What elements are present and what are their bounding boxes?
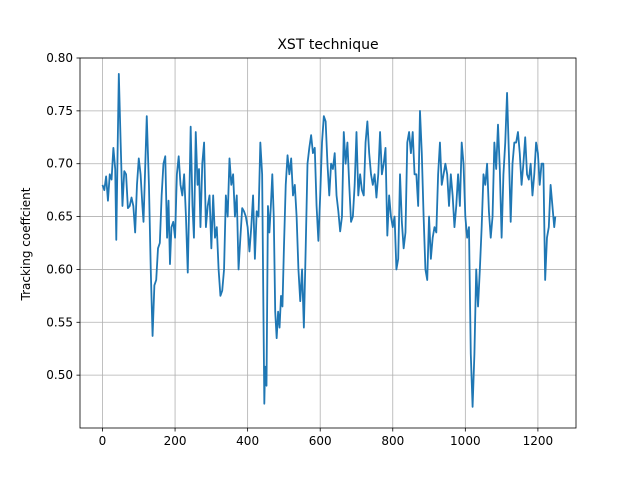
plot-frame	[79, 57, 577, 429]
y-tick-label: 0.75	[46, 104, 73, 118]
y-tick-label: 0.55	[46, 315, 73, 329]
x-tick-label: 200	[164, 434, 187, 448]
y-tick-label: 0.50	[46, 368, 73, 382]
y-tick-label: 0.70	[46, 157, 73, 171]
x-tick-label: 1200	[523, 434, 554, 448]
x-tick-label: 0	[99, 434, 107, 448]
x-tick-label: 400	[236, 434, 259, 448]
y-tick-label: 0.65	[46, 210, 73, 224]
data-line	[101, 72, 557, 408]
y-axis-label: Tracking coeffcient	[19, 187, 33, 301]
x-tick-label: 1000	[450, 434, 481, 448]
y-tick-label: 0.80	[46, 51, 73, 65]
x-tick-label: 600	[309, 434, 332, 448]
x-tick-label: 800	[381, 434, 404, 448]
y-tick-label: 0.60	[46, 262, 73, 276]
chart-title: XST technique	[277, 37, 378, 53]
